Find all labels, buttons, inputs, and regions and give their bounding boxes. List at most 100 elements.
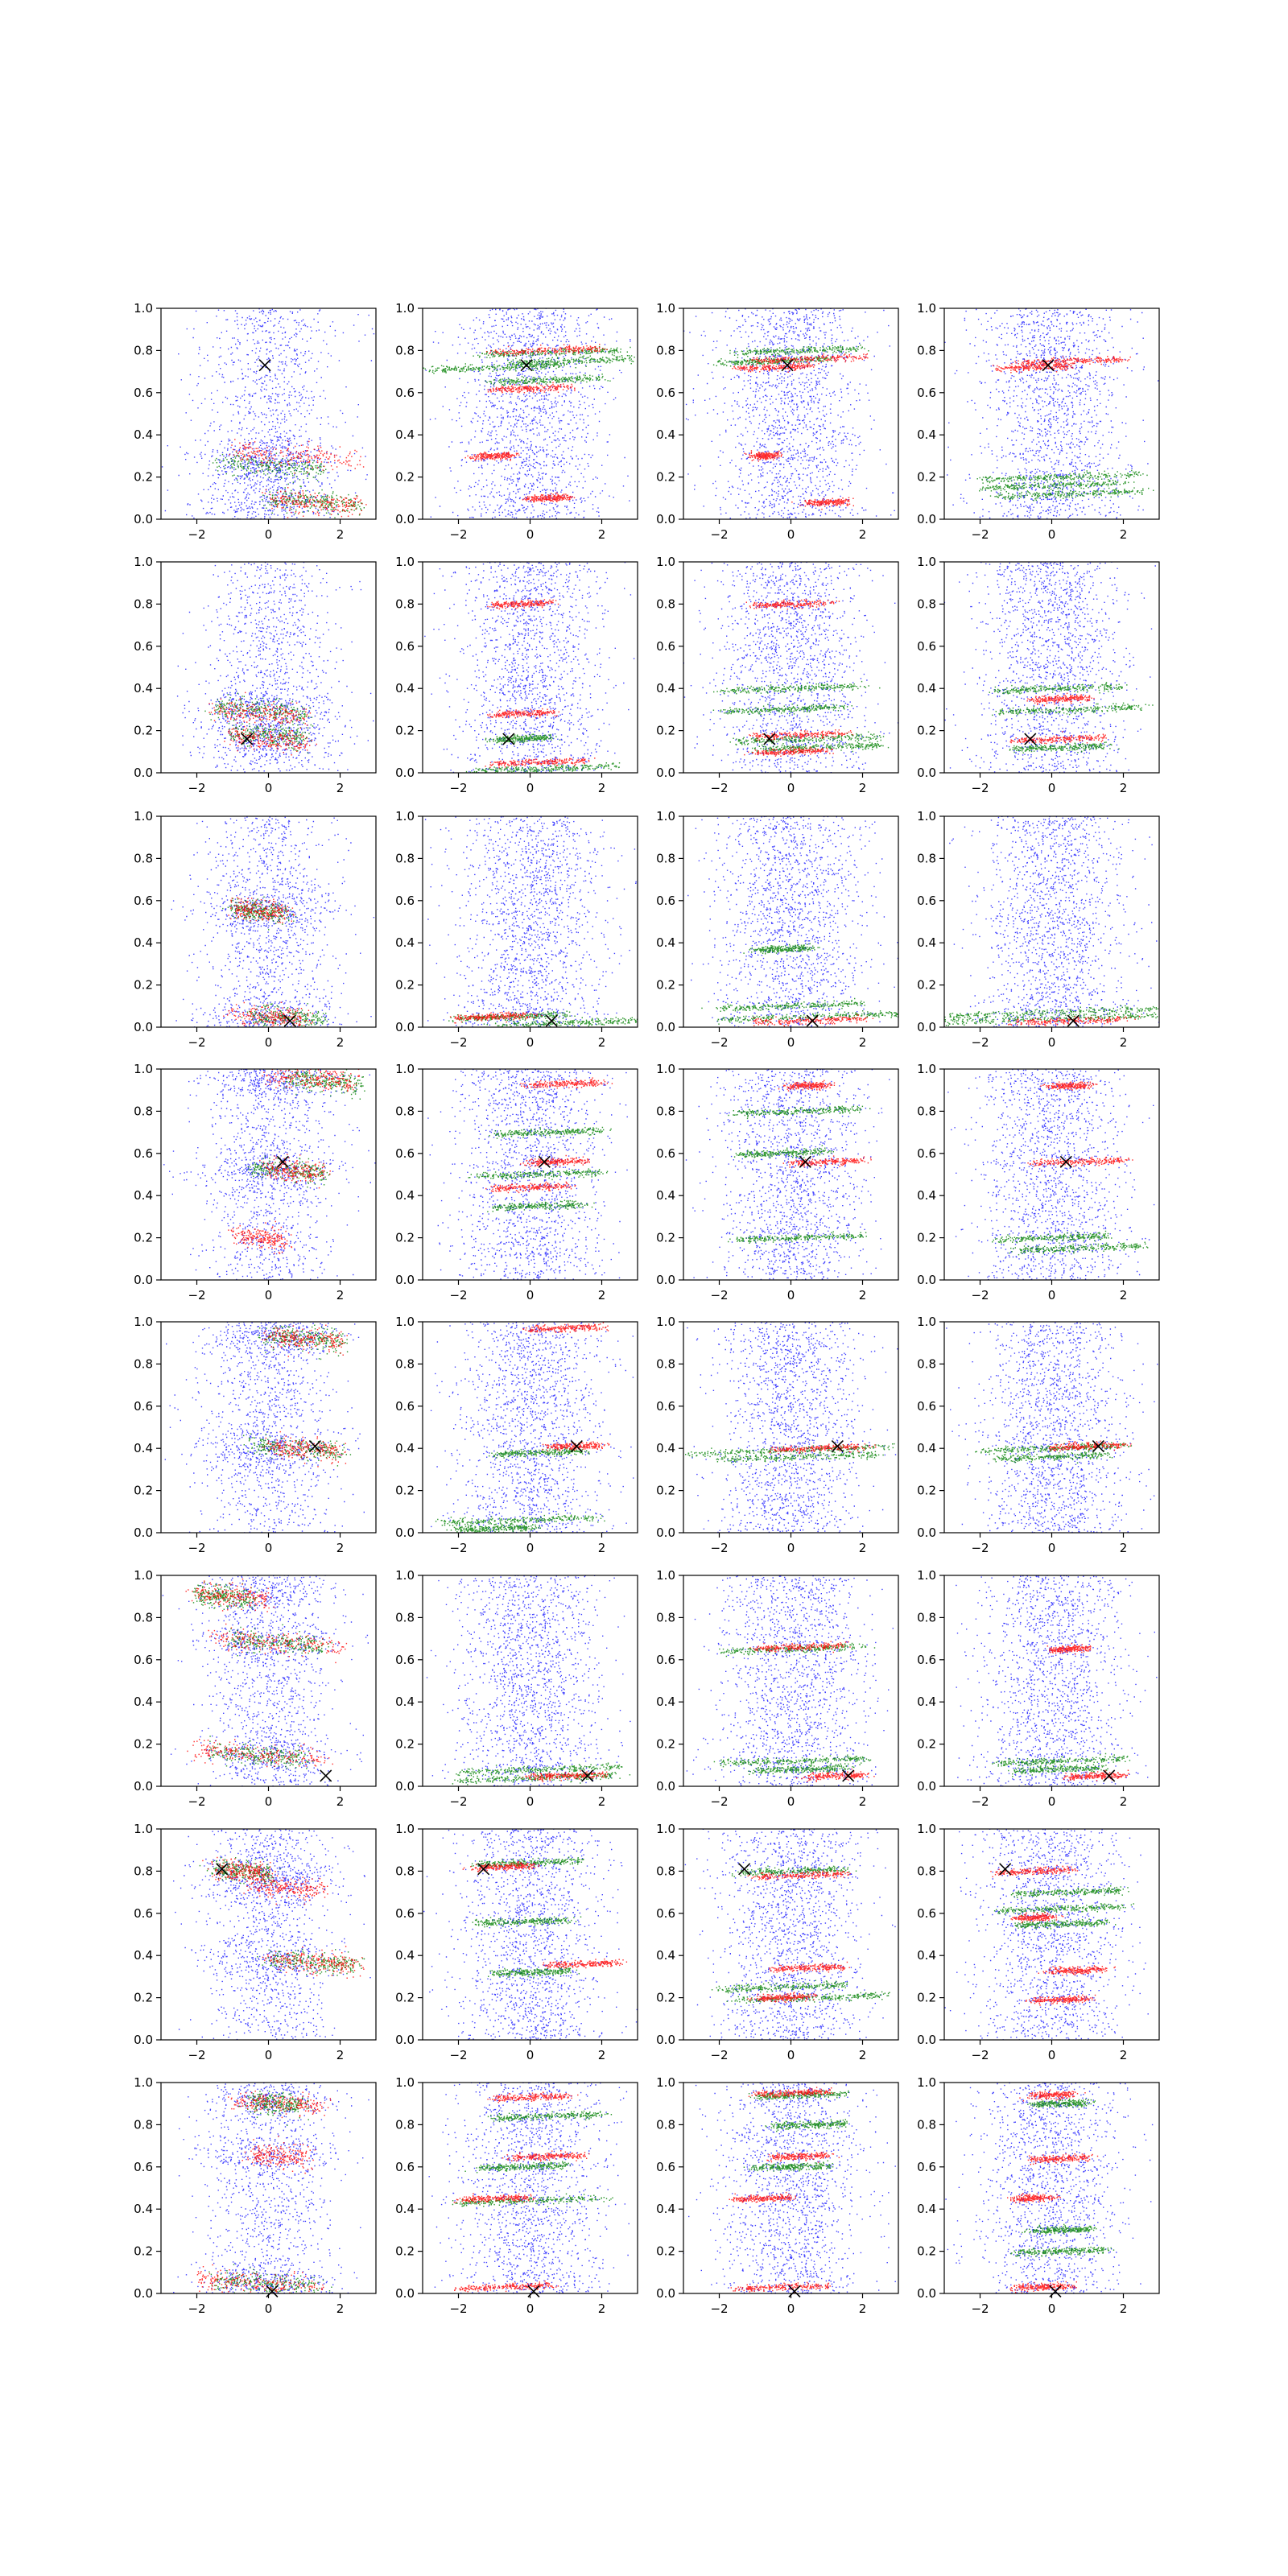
axes-frame: [683, 1068, 899, 1281]
y-tick-label: 1.0: [917, 1315, 936, 1329]
axes-frame: [943, 815, 1160, 1028]
y-tick-label: 0.0: [917, 766, 936, 780]
x-tick-label: −2: [971, 1541, 989, 1555]
y-tick-label: 0.6: [134, 1653, 153, 1667]
series-a-points: [1027, 1081, 1133, 1167]
subplot-r3-c3: −2 0 2 0.0 0.2 0.4 0.6 0.8 1.0: [656, 809, 899, 1050]
y-tick-label: 0.8: [134, 1864, 153, 1878]
x-tick-label: −2: [449, 2048, 467, 2062]
y-tick-label: 0.0: [917, 1020, 936, 1034]
y-tick-label: 0.8: [917, 597, 936, 611]
x-tick-label: 2: [1120, 527, 1128, 542]
scatter-points: [423, 1829, 638, 2040]
axes-frame: [160, 308, 377, 520]
background-points: [164, 1322, 365, 1533]
y-tick-label: 0.6: [656, 1653, 675, 1667]
x-tick-label: 0: [526, 1288, 535, 1302]
y-tick-label: 0.2: [134, 1991, 153, 2005]
x-marker: [1067, 1014, 1080, 1027]
scatter-points: [430, 1322, 634, 1533]
background-points: [423, 1829, 638, 2040]
y-tick-label: 1.0: [656, 301, 675, 316]
series-b-points: [701, 943, 898, 1025]
y-tick-label: 1.0: [395, 1822, 415, 1836]
subplot-r5-c2: −2 0 2 0.0 0.2 0.4 0.6 0.8 1.0: [395, 1315, 638, 1555]
subplot-r8-c1: −2 0 2 0.0 0.2 0.4 0.6 0.8 1.0: [134, 2075, 377, 2316]
y-tick-label: 0.0: [656, 2033, 675, 2047]
background-points: [424, 562, 635, 773]
x-tick-label: 2: [598, 1541, 606, 1555]
scatter-points: [684, 1829, 896, 2040]
x-marker: [216, 1863, 229, 1876]
series-b-points: [435, 1446, 605, 1533]
scatter-points: [956, 1575, 1158, 1786]
y-tick-label: 0.4: [656, 1441, 675, 1455]
y-tick-label: 0.8: [917, 2117, 936, 2132]
series-b-points: [728, 1105, 871, 1245]
subplot-r2-c2: −2 0 2 0.0 0.2 0.4 0.6 0.8 1.0: [395, 555, 638, 795]
y-tick-label: 0.4: [395, 1188, 415, 1203]
x-tick-label: 2: [859, 1035, 867, 1050]
scatter-points: [683, 1322, 898, 1533]
x-tick-label: −2: [710, 527, 728, 542]
y-tick-label: 0.8: [134, 851, 153, 865]
y-tick-label: 0.6: [917, 1146, 936, 1161]
y-tick-label: 0.8: [656, 1356, 675, 1371]
y-tick-label: 1.0: [134, 1062, 153, 1076]
y-tick-label: 0.6: [395, 2160, 415, 2174]
x-tick-label: 2: [1120, 1035, 1128, 1050]
subplot-r2-c4: −2 0 2 0.0 0.2 0.4 0.6 0.8 1.0: [917, 555, 1160, 795]
y-tick-label: 1.0: [656, 809, 675, 824]
x-tick-label: 2: [1120, 2301, 1128, 2316]
subplot-r4-c3: −2 0 2 0.0 0.2 0.4 0.6 0.8 1.0: [656, 1062, 899, 1302]
y-tick-label: 0.8: [656, 343, 675, 357]
scatter-points: [944, 816, 1159, 1027]
axes-frame: [422, 1068, 638, 1281]
axes-frame: [943, 1575, 1160, 1787]
series-a-points: [993, 355, 1131, 374]
scatter-points: [163, 1069, 376, 1280]
x-tick-label: −2: [710, 2048, 728, 2062]
y-tick-label: 0.4: [395, 427, 415, 442]
series-a-points: [202, 1856, 365, 1979]
y-tick-label: 1.0: [917, 555, 936, 569]
x-tick-label: 2: [1120, 1288, 1128, 1302]
x-marker: [581, 1769, 594, 1782]
x-tick-label: −2: [710, 1288, 728, 1302]
x-marker: [831, 1440, 844, 1453]
y-tick-label: 0.6: [395, 386, 415, 400]
y-tick-label: 1.0: [656, 555, 675, 569]
y-tick-label: 0.6: [917, 2160, 936, 2174]
y-tick-label: 0.6: [656, 386, 675, 400]
y-tick-label: 0.4: [917, 2202, 936, 2216]
x-tick-label: 0: [526, 2301, 535, 2316]
scatter-points: [944, 562, 1159, 773]
series-b-points: [992, 1752, 1131, 1777]
y-tick-label: 1.0: [395, 301, 415, 316]
y-tick-label: 0.8: [395, 2117, 415, 2132]
y-tick-label: 0.2: [395, 978, 415, 993]
x-tick-label: −2: [449, 2301, 467, 2316]
series-b-points: [1010, 2098, 1115, 2257]
y-tick-label: 0.2: [917, 1484, 936, 1498]
x-tick-label: 2: [859, 2301, 867, 2316]
x-tick-label: −2: [188, 2301, 205, 2316]
y-tick-label: 0.4: [917, 1948, 936, 1963]
scatter-points: [685, 1069, 890, 1280]
y-tick-label: 1.0: [395, 1568, 415, 1583]
scatter-points: [683, 308, 895, 519]
x-tick-label: −2: [710, 1035, 728, 1050]
series-b-points: [452, 2110, 613, 2208]
y-tick-label: 1.0: [395, 809, 415, 824]
x-marker: [763, 733, 776, 745]
background-points: [946, 1322, 1158, 1533]
axes-frame: [943, 308, 1160, 520]
scatter-points: [164, 1322, 365, 1533]
series-a-points: [208, 691, 317, 756]
subplot-r1-c4: −2 0 2 0.0 0.2 0.4 0.6 0.8 1.0: [917, 301, 1160, 542]
x-tick-label: −2: [971, 1035, 989, 1050]
x-tick-label: 0: [526, 781, 535, 795]
background-points: [686, 1575, 894, 1786]
y-tick-label: 0.8: [656, 597, 675, 611]
series-a-points: [1009, 692, 1107, 745]
